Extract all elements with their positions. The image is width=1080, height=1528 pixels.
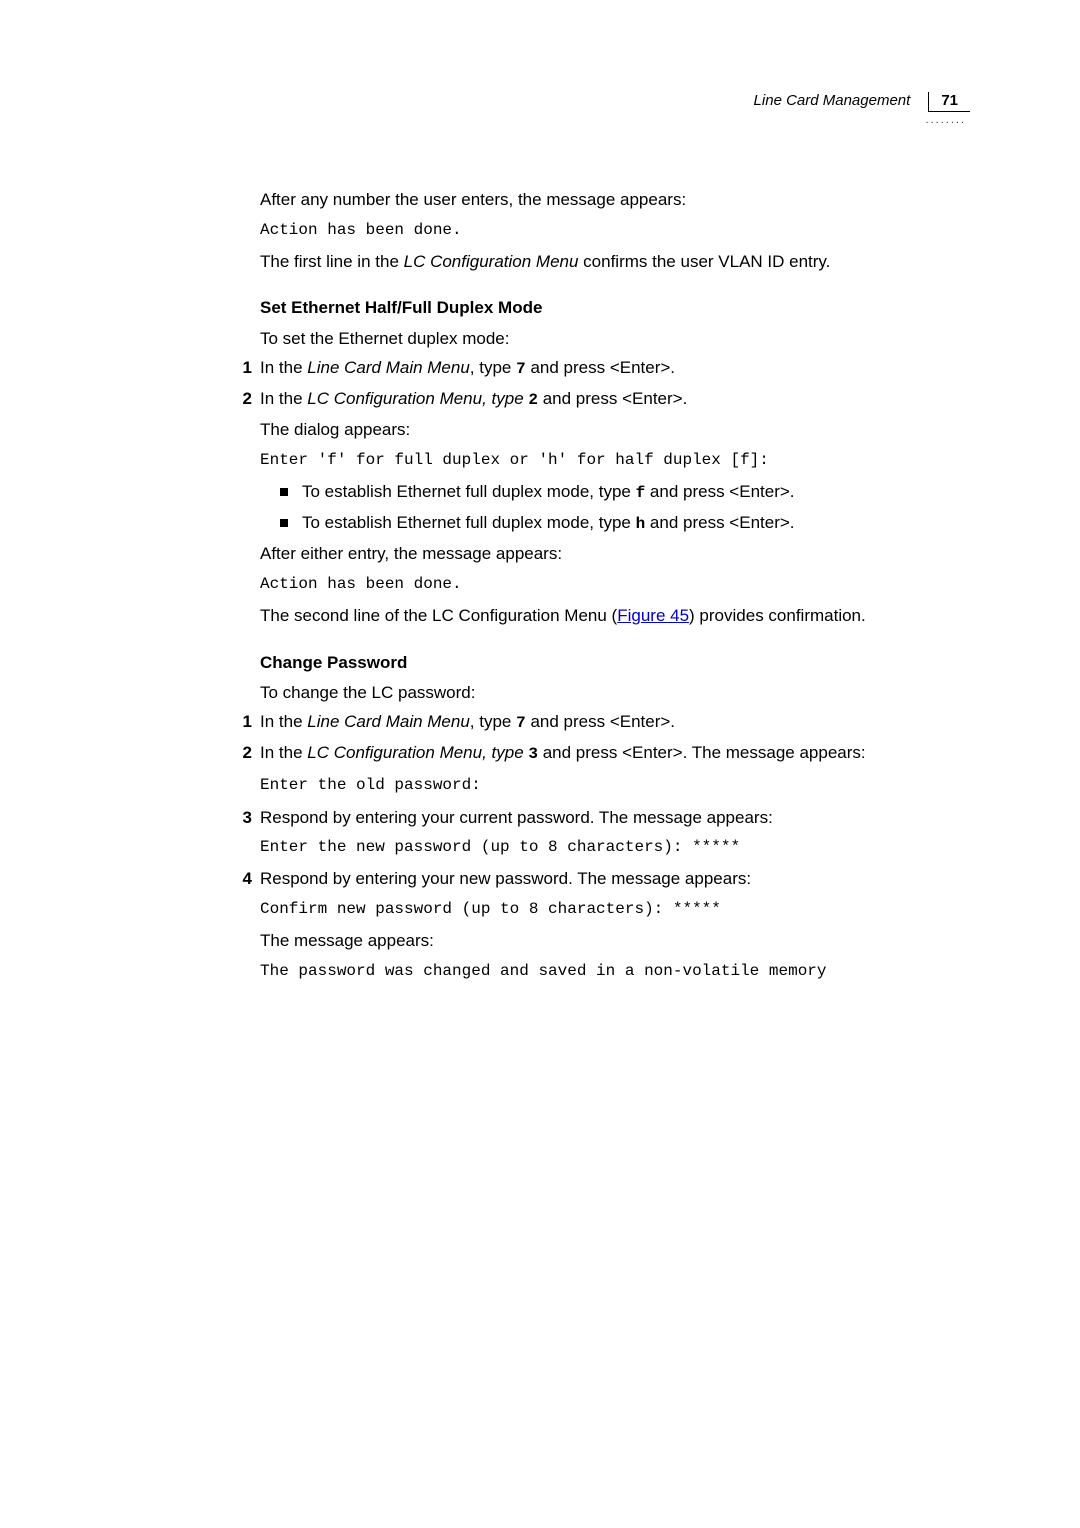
text: and press <Enter>. The message appears:	[538, 743, 866, 762]
key-text: 7	[516, 360, 526, 378]
italic-text: Line Card Main Menu	[307, 712, 470, 731]
text: and press <Enter>.	[645, 513, 794, 532]
header-row: Line Card Management 71	[754, 92, 970, 112]
list-marker: 3	[222, 806, 252, 831]
paragraph: The message appears:	[260, 929, 970, 954]
section-heading: Change Password	[260, 651, 970, 676]
list-marker: 1	[222, 710, 252, 735]
list-marker: 2	[222, 741, 252, 766]
text: , type	[470, 358, 516, 377]
italic-text: LC Configuration Menu	[404, 252, 579, 271]
section-heading: Set Ethernet Half/Full Duplex Mode	[260, 296, 970, 321]
text: In the	[260, 712, 307, 731]
italic-text: LC Configuration Menu, type	[307, 389, 528, 408]
code-line: Enter the new password (up to 8 characte…	[260, 836, 970, 859]
code-line: Enter 'f' for full duplex or 'h' for hal…	[260, 449, 970, 472]
figure-link[interactable]: Figure 45	[617, 606, 689, 625]
text: ) provides confirmation.	[689, 606, 866, 625]
paragraph: To change the LC password:	[260, 681, 970, 706]
list-item: 1 In the Line Card Main Menu, type 7 and…	[260, 356, 970, 381]
list-item: 4 Respond by entering your new password.…	[260, 867, 970, 892]
text: The first line in the	[260, 252, 404, 271]
text: The second line of the LC Configuration …	[260, 606, 617, 625]
text: Respond by entering your new password. T…	[260, 869, 751, 888]
text: and press <Enter>.	[526, 712, 675, 731]
text: confirms the user VLAN ID entry.	[578, 252, 830, 271]
text: In the	[260, 743, 307, 762]
running-title: Line Card Management	[754, 92, 911, 109]
key-text: f	[636, 484, 646, 502]
key-text: 7	[516, 714, 526, 732]
list-marker: 4	[222, 867, 252, 892]
list-item: 1 In the Line Card Main Menu, type 7 and…	[260, 710, 970, 735]
header-dots: ........	[754, 114, 970, 126]
key-text: h	[636, 515, 646, 533]
list-item: To establish Ethernet full duplex mode, …	[280, 480, 970, 505]
text: , type	[470, 712, 516, 731]
list-item: 2 In the LC Configuration Menu, type 3 a…	[260, 741, 970, 766]
text: and press <Enter>.	[526, 358, 675, 377]
text: and press <Enter>.	[538, 389, 687, 408]
italic-text: Line Card Main Menu	[307, 358, 470, 377]
text: To establish Ethernet full duplex mode, …	[302, 513, 636, 532]
text: and press <Enter>.	[645, 482, 794, 501]
list-item: To establish Ethernet full duplex mode, …	[280, 511, 970, 536]
bullet-list: To establish Ethernet full duplex mode, …	[280, 480, 970, 536]
list-marker: 1	[222, 356, 252, 381]
text: In the	[260, 389, 307, 408]
italic-text: LC Configuration Menu, type	[307, 743, 528, 762]
list-item: 2 In the LC Configuration Menu, type 2 a…	[260, 387, 970, 412]
paragraph: After any number the user enters, the me…	[260, 188, 970, 213]
key-text: 2	[528, 391, 538, 409]
page-number: 71	[928, 92, 970, 112]
content-area: After any number the user enters, the me…	[260, 188, 970, 983]
code-line: Action has been done.	[260, 219, 970, 242]
code-line: The password was changed and saved in a …	[260, 960, 970, 983]
paragraph: The second line of the LC Configuration …	[260, 604, 970, 629]
paragraph: After either entry, the message appears:	[260, 542, 970, 567]
paragraph: The dialog appears:	[260, 418, 970, 443]
text: In the	[260, 358, 307, 377]
text: To establish Ethernet full duplex mode, …	[302, 482, 636, 501]
text: Respond by entering your current passwor…	[260, 808, 773, 827]
page-header: Line Card Management 71 ........	[754, 92, 970, 126]
code-line: Enter the old password:	[260, 774, 970, 797]
paragraph: The first line in the LC Configuration M…	[260, 250, 970, 275]
list-marker: 2	[222, 387, 252, 412]
code-line: Action has been done.	[260, 573, 970, 596]
code-line: Confirm new password (up to 8 characters…	[260, 898, 970, 921]
key-text: 3	[528, 745, 538, 763]
page: Line Card Management 71 ........ After a…	[0, 0, 1080, 1528]
paragraph: To set the Ethernet duplex mode:	[260, 327, 970, 352]
list-item: 3 Respond by entering your current passw…	[260, 806, 970, 831]
